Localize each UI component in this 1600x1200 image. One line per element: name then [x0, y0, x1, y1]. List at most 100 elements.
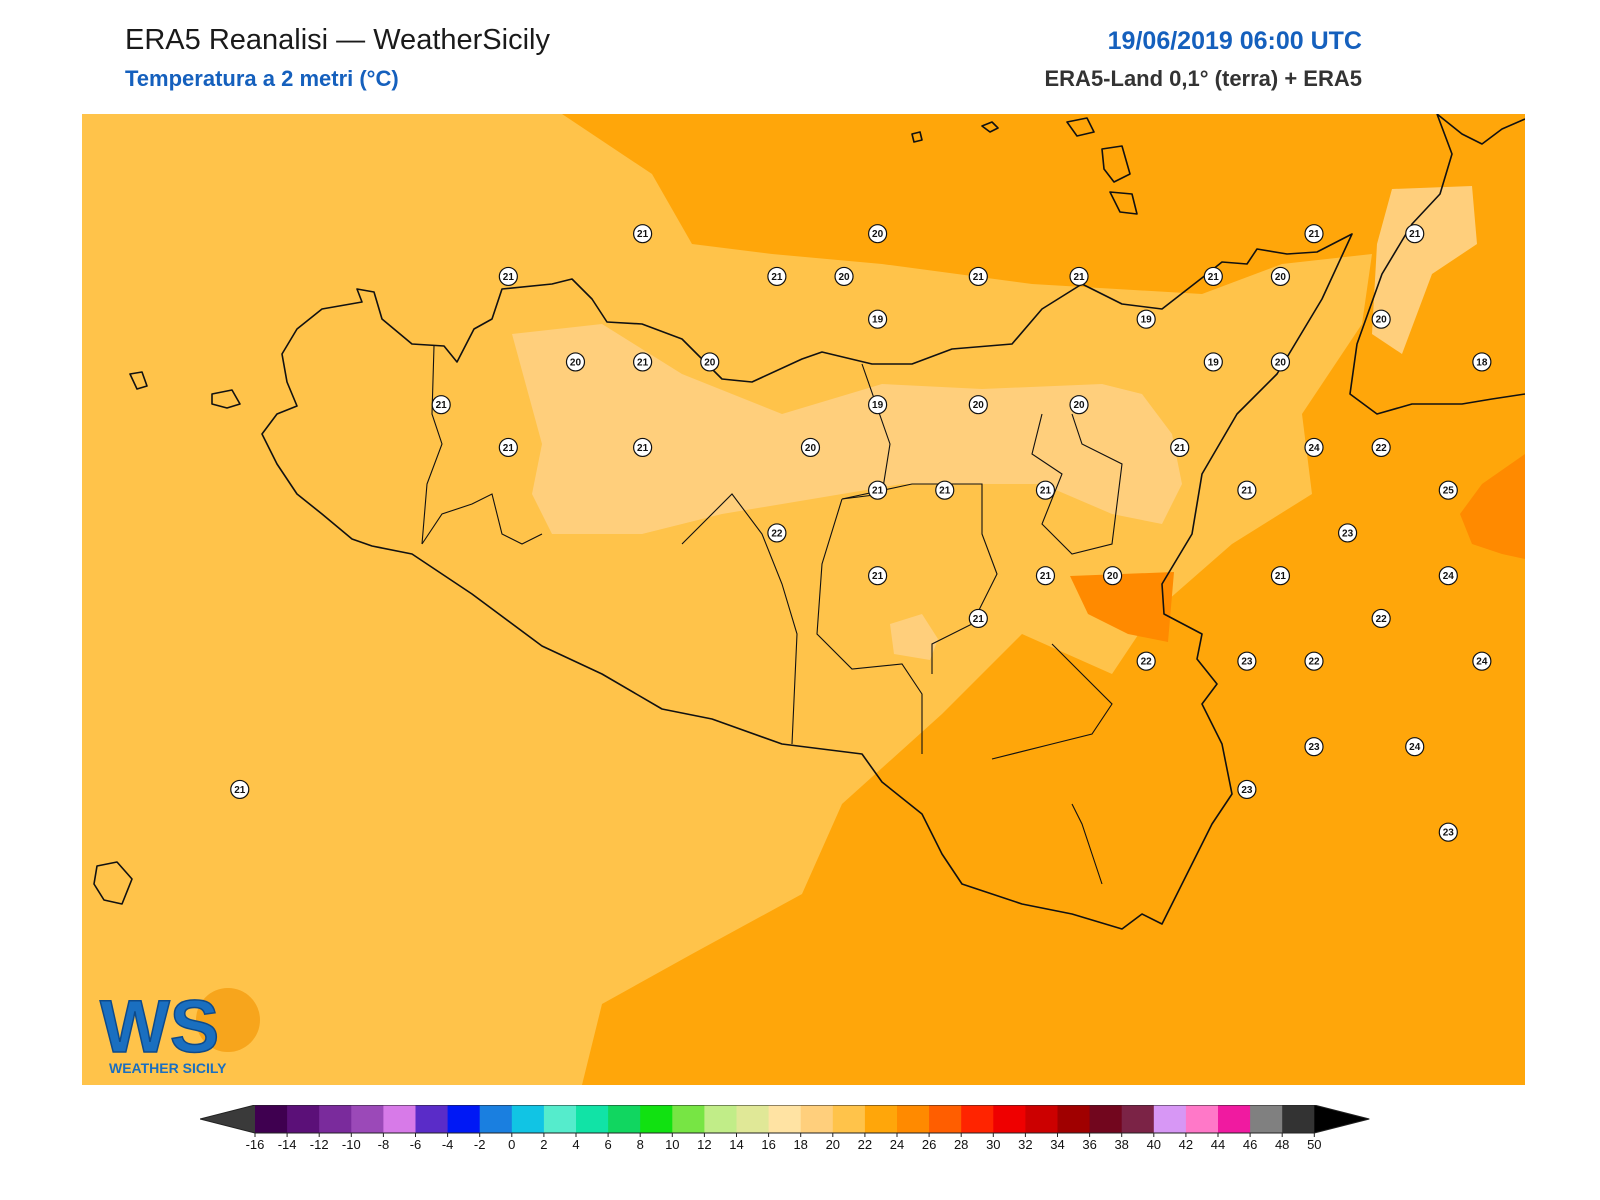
station-marker: 24: [1304, 437, 1324, 458]
station-value: 21: [1409, 229, 1421, 240]
station-marker: 22: [1371, 437, 1391, 458]
border-ragusa-siracusa: [1071, 803, 1103, 885]
station-marker: 23: [1237, 779, 1257, 800]
colorbar-tick-label: 46: [1243, 1137, 1257, 1152]
colorbar-tick-label: 24: [890, 1137, 904, 1152]
station-marker: 21: [498, 437, 518, 458]
station-dot: [968, 608, 988, 629]
map-title: ERA5 Reanalisi — WeatherSicily: [125, 24, 550, 56]
colorbar-tick-label: -16: [246, 1137, 265, 1152]
colorbar-tick-label: 10: [665, 1137, 679, 1152]
alicudi-coast: [981, 121, 999, 133]
station-dot: [633, 352, 653, 372]
station-dot: [1405, 224, 1425, 244]
colorbar-swatches: [200, 1105, 1370, 1134]
salina-coast: [1066, 117, 1095, 137]
station-value: 21: [872, 571, 884, 582]
station-marker: 18: [1472, 352, 1492, 372]
station-marker: 21: [1304, 224, 1324, 244]
station-dot: [1438, 822, 1458, 842]
station-value: 20: [1073, 400, 1085, 411]
station-value: 21: [234, 785, 246, 796]
colorbar-tick-label: 44: [1211, 1137, 1225, 1152]
station-marker: 19: [1136, 309, 1156, 329]
colorbar-swatch: [1185, 1105, 1219, 1133]
colorbar-tick-label: 18: [793, 1137, 807, 1152]
colorbar-tick-label: 12: [697, 1137, 711, 1152]
colorbar-swatch: [415, 1105, 449, 1133]
station-marker: 21: [935, 480, 955, 500]
station-value: 20: [973, 400, 985, 411]
colorbar-swatch: [961, 1105, 994, 1133]
station-value: 22: [1376, 443, 1388, 454]
colorbar-tick-label: 32: [1018, 1137, 1032, 1152]
station-dot: [700, 352, 720, 372]
colorbar-swatch: [543, 1105, 577, 1133]
border-catania-siracusa: [991, 643, 1113, 760]
station-marker: 21: [767, 266, 787, 287]
colorbar-swatch: [929, 1105, 962, 1133]
station-dot: [834, 266, 854, 287]
colorbar-tick-label: 16: [761, 1137, 775, 1152]
station-dot: [1371, 608, 1391, 629]
colorbar-tick-label: 2: [540, 1137, 547, 1152]
colorbar-swatch: [1282, 1105, 1315, 1133]
station-value: 20: [1376, 315, 1388, 326]
colorbar-swatch: [479, 1105, 513, 1133]
station-dot: [800, 437, 821, 458]
station-value: 20: [872, 229, 884, 240]
station-marker: 19: [868, 309, 888, 329]
station-marker: 21: [1405, 224, 1425, 244]
field-18-20-west: [512, 324, 1182, 534]
station-value: 19: [1141, 315, 1153, 326]
colorbar-swatch: [800, 1105, 834, 1133]
colorbar-swatch: [736, 1105, 770, 1133]
colorbar-swatch: [351, 1105, 384, 1133]
station-value: 21: [503, 443, 515, 454]
border-enna-catania: [841, 483, 998, 674]
border-caltanissetta-enna: [816, 498, 923, 754]
station-dot: [1405, 737, 1425, 757]
station-dot: [1069, 395, 1089, 415]
colorbar-swatch: [287, 1105, 320, 1133]
temperature-field: [82, 114, 1525, 1085]
colorbar-swatch: [1089, 1105, 1123, 1133]
station-value: 21: [1040, 571, 1052, 582]
station-dot: [633, 224, 653, 244]
station-value: 21: [637, 229, 649, 240]
colorbar-tick-label: 26: [922, 1137, 936, 1152]
station-value: 23: [1241, 657, 1253, 668]
station-dot: [1270, 566, 1291, 586]
station-dot: [1472, 651, 1492, 671]
colorbar-tick-label: -12: [310, 1137, 329, 1152]
station-dot: [1237, 779, 1257, 800]
station-dot: [868, 480, 888, 500]
station-marker: 23: [1237, 651, 1257, 671]
station-dot: [1102, 566, 1123, 586]
station-marker: 21: [431, 395, 451, 415]
field-18-20-south: [890, 614, 938, 660]
station-marker: 22: [1371, 608, 1391, 629]
station-marker: 19: [868, 395, 888, 415]
station-value: 20: [1107, 571, 1119, 582]
station-dot: [968, 395, 988, 415]
station-marker: 20: [800, 437, 821, 458]
station-value: 22: [771, 528, 783, 539]
station-value: 21: [1073, 272, 1085, 283]
colorbar-tick-label: 48: [1275, 1137, 1289, 1152]
temperature-colorbar: -16 -14 -12 -10 -8 -6 -4 -2 0 2 4 6 8 10 12 14 16 18 20 22 2…: [200, 1105, 1370, 1152]
station-marker: 24: [1438, 566, 1458, 586]
border-messina-catania: [1031, 413, 1123, 555]
station-dot: [498, 266, 518, 287]
station-value: 21: [939, 486, 951, 497]
station-dot: [1203, 266, 1223, 287]
colorbar-swatch: [897, 1105, 930, 1133]
colorbar-tick-label: -8: [378, 1137, 390, 1152]
station-marker: 22: [767, 523, 787, 543]
station-dot: [767, 266, 787, 287]
station-value: 21: [1208, 272, 1220, 283]
colorbar-under-arrow: [200, 1105, 255, 1133]
station-marker: 20: [1270, 352, 1291, 372]
ustica-coast: [911, 131, 923, 143]
colorbar-tick-label: 36: [1082, 1137, 1096, 1152]
